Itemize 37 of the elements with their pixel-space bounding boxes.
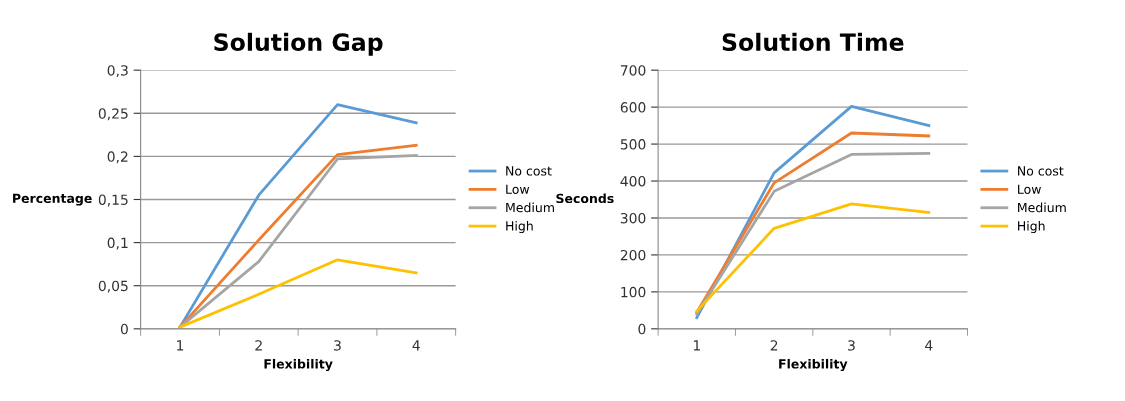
- y-tick-label: 0,25: [98, 108, 128, 121]
- y-tick-label: 300: [620, 212, 646, 224]
- y-tick-label: 0: [638, 323, 646, 335]
- y-tick-label: 100: [621, 286, 646, 298]
- legend-label: High: [506, 220, 533, 234]
- y-tick-label: 500: [620, 139, 646, 150]
- legend-label: High: [1018, 220, 1045, 234]
- chart-title: Solution Gap: [214, 32, 383, 56]
- y-tick-label: 0,2: [107, 151, 128, 164]
- x-tick-label: 3: [848, 340, 855, 351]
- y-tick-label: 200: [620, 249, 646, 261]
- y-tick-label: 400: [620, 175, 646, 187]
- x-tick-label: 2: [255, 340, 262, 351]
- y-axis-title: Seconds: [556, 193, 614, 204]
- x-axis-title: Flexibility: [264, 358, 333, 372]
- y-tick-label: 700: [620, 65, 646, 76]
- y-tick-label: 0: [120, 323, 128, 335]
- x-tick-label: 4: [925, 340, 933, 351]
- y-tick-label: 0,15: [98, 194, 128, 207]
- y-tick-label: 0,1: [107, 237, 128, 250]
- legend-label: Low: [506, 184, 530, 194]
- y-tick-label: 600: [620, 102, 646, 113]
- legend-label: No cost: [506, 166, 552, 176]
- x-tick-label: 4: [412, 340, 420, 351]
- y-axis-title: Percentage: [13, 193, 92, 206]
- y-tick-label: 0,3: [107, 65, 128, 78]
- x-tick-label: 1: [693, 340, 700, 351]
- legend-label: Medium: [506, 202, 554, 213]
- legend-label: Medium: [1018, 202, 1066, 213]
- x-tick-label: 2: [770, 340, 778, 351]
- y-tick-label: 0,05: [98, 280, 128, 293]
- x-tick-label: 3: [334, 340, 341, 351]
- legend-label: No cost: [1018, 166, 1064, 176]
- legend-label: Low: [1018, 184, 1041, 194]
- chart-title: Solution Time: [722, 32, 904, 52]
- x-axis-title: Flexibility: [779, 358, 848, 372]
- x-tick-label: 1: [177, 340, 184, 351]
